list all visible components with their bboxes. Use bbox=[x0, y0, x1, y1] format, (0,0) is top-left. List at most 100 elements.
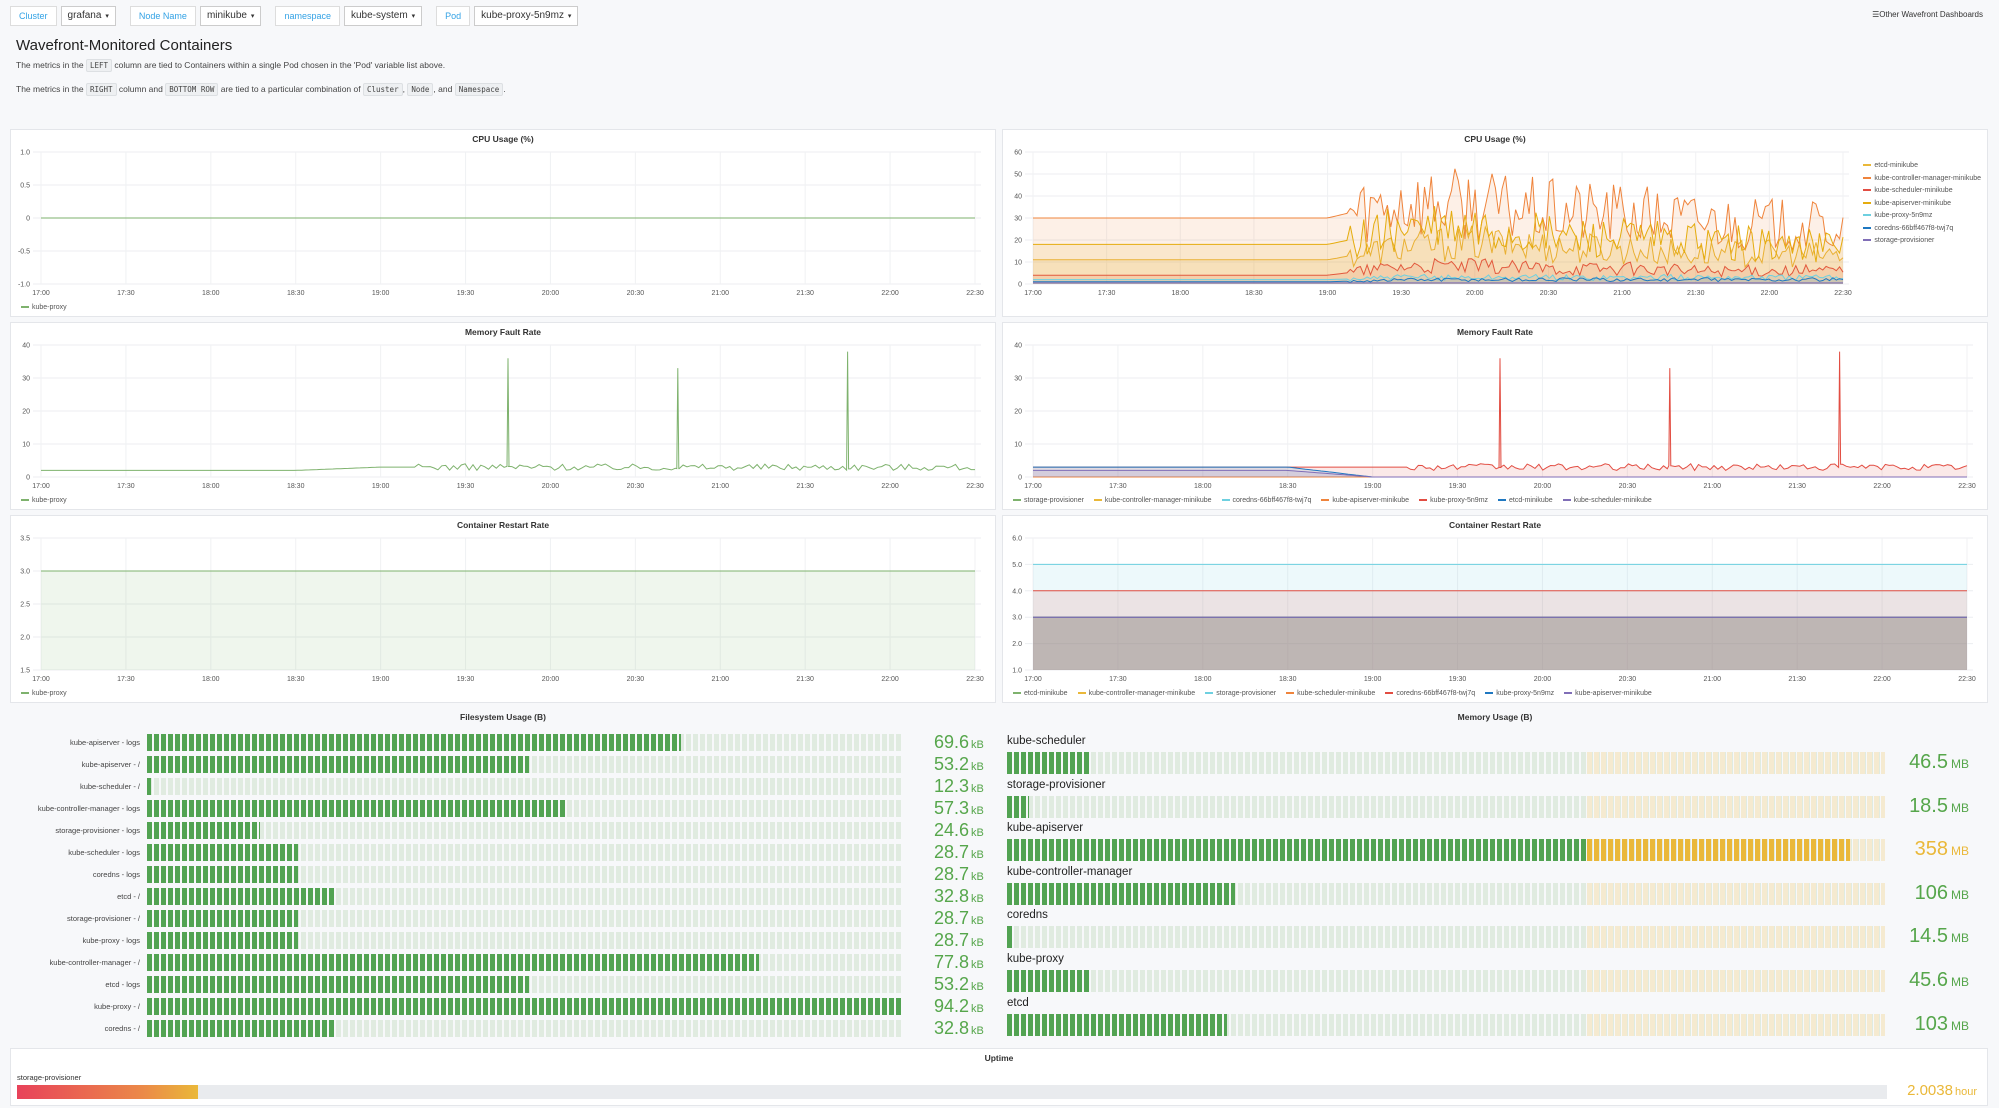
memory-bar-fill-warn bbox=[1587, 839, 1850, 862]
memory-row: kube-controller-manager 106 MB bbox=[1007, 866, 1981, 906]
x-tick-label: 18:30 bbox=[1245, 290, 1263, 297]
legend-item[interactable]: storage-provisioner bbox=[1205, 690, 1276, 697]
legend-item[interactable]: kube-controller-manager-minikube bbox=[1077, 690, 1196, 697]
legend-item[interactable]: etcd-minikube bbox=[1013, 690, 1068, 697]
legend-swatch bbox=[1863, 201, 1872, 204]
intro-text: , bbox=[402, 84, 405, 94]
legend-item[interactable]: storage-provisioner bbox=[1013, 497, 1084, 504]
legend-swatch bbox=[1863, 239, 1872, 242]
y-tick-label: 30 bbox=[22, 376, 30, 383]
filesystem-bar-track bbox=[147, 888, 903, 905]
panel-title: Container Restart Rate bbox=[1448, 520, 1542, 530]
namespace-var-select[interactable]: kube-system ▾ bbox=[343, 6, 423, 26]
series-area bbox=[1033, 617, 1967, 670]
chart-legend: etcd-minikube kube-controller-manager-min… bbox=[1013, 690, 1662, 697]
memory-value: 14.5 MB bbox=[1909, 925, 1969, 948]
legend-item[interactable]: kube-scheduler-minikube bbox=[1286, 690, 1375, 697]
intro-code: Node bbox=[407, 83, 434, 96]
legend-item[interactable]: kube-proxy-5n9mz bbox=[1863, 210, 1981, 223]
legend-label: kube-controller-manager-minikube bbox=[1088, 690, 1196, 697]
uptime-label: storage-provisioner bbox=[17, 1073, 82, 1082]
legend-swatch bbox=[1498, 499, 1507, 502]
x-tick-label: 22:30 bbox=[966, 290, 984, 297]
filesystem-row: coredns - / 32.8 kB bbox=[10, 1018, 996, 1038]
legend-item[interactable]: kube-apiserver-minikube bbox=[1321, 497, 1409, 504]
memory-bar-fill bbox=[1007, 1013, 1227, 1036]
memory-usage-panel: Memory Usage (B) bbox=[1002, 708, 1988, 1044]
pod-var-select[interactable]: kube-proxy-5n9mz ▾ bbox=[474, 6, 579, 26]
legend-item[interactable]: storage-provisioner bbox=[1863, 235, 1981, 248]
y-tick-label: 2.0 bbox=[20, 635, 30, 642]
restart-rate-right-panel: Container Restart Rate 6.0 5.0 4.0 3.0 2.0 1.… bbox=[1002, 515, 1988, 703]
legend-item[interactable]: etcd-minikube bbox=[1498, 497, 1553, 504]
chart-legend: kube-proxy bbox=[21, 690, 77, 697]
legend-item[interactable]: kube-controller-manager-minikube bbox=[1863, 173, 1981, 186]
memory-value-unit: MB bbox=[1951, 1018, 1969, 1033]
legend-label: etcd-minikube bbox=[1509, 497, 1553, 504]
filesystem-row: kube-scheduler - logs 28.7 kB bbox=[10, 842, 996, 862]
legend-item[interactable]: kube-apiserver-minikube bbox=[1863, 198, 1981, 211]
legend-swatch bbox=[21, 306, 29, 309]
filesystem-bar-track bbox=[147, 954, 903, 971]
filesystem-row-label: kube-controller-manager - logs bbox=[37, 804, 140, 813]
x-tick-label: 18:00 bbox=[202, 483, 220, 490]
filesystem-row: kube-proxy - logs 28.7 kB bbox=[10, 930, 996, 950]
pod-var-label: Pod bbox=[436, 6, 471, 26]
x-tick-label: 21:00 bbox=[712, 483, 730, 490]
legend-item[interactable]: kube-scheduler-minikube bbox=[1863, 185, 1981, 198]
legend-label: kube-controller-manager-minikube bbox=[1104, 497, 1212, 504]
memory-value-unit: MB bbox=[1951, 844, 1969, 859]
x-tick-label: 18:30 bbox=[287, 483, 305, 490]
cluster-var-select[interactable]: grafana ▾ bbox=[60, 6, 116, 26]
memory-value-number: 106 bbox=[1914, 881, 1948, 904]
memory-warn-zone bbox=[1587, 926, 1885, 949]
legend-label: kube-scheduler-minikube bbox=[1573, 497, 1652, 504]
intro-text: are tied to a particular combination of bbox=[220, 84, 361, 94]
memory-row-label: kube-controller-manager bbox=[1007, 865, 1133, 878]
y-tick-label: 3.0 bbox=[20, 569, 30, 576]
legend-item[interactable]: etcd-minikube bbox=[1863, 160, 1981, 173]
legend-swatch bbox=[1419, 499, 1428, 502]
legend-item[interactable]: kube-apiserver-minikube bbox=[1564, 690, 1652, 697]
panel-title: Memory Usage (B) bbox=[1457, 712, 1533, 722]
legend-swatch bbox=[1485, 692, 1494, 695]
series-area bbox=[1033, 467, 1967, 477]
panel-title: Memory Fault Rate bbox=[464, 327, 542, 337]
series-line bbox=[1033, 224, 1844, 269]
other-dashboards-link[interactable]: ☰Other Wavefront Dashboards bbox=[1872, 10, 1983, 19]
legend-item[interactable]: kube-proxy bbox=[21, 304, 67, 311]
y-tick-label: 1.5 bbox=[20, 668, 30, 675]
x-tick-label: 22:30 bbox=[1958, 676, 1976, 683]
legend-label: kube-proxy-5n9mz bbox=[1496, 690, 1555, 697]
legend-item[interactable]: coredns-66bff467f8-twj7q bbox=[1221, 497, 1311, 504]
filesystem-value-number: 24.6 bbox=[934, 820, 970, 840]
filesystem-bar-track bbox=[147, 976, 903, 993]
x-tick-label: 21:30 bbox=[1687, 290, 1705, 297]
filesystem-bar-fill bbox=[147, 734, 681, 751]
cluster-var-label: Cluster bbox=[10, 6, 57, 26]
legend-item[interactable]: kube-proxy-5n9mz bbox=[1485, 690, 1554, 697]
legend-item[interactable]: coredns-66bff467f8-twj7q bbox=[1385, 690, 1475, 697]
x-tick-label: 19:30 bbox=[457, 290, 475, 297]
legend-item[interactable]: coredns-66bff467f8-twj7q bbox=[1863, 223, 1981, 236]
x-tick-label: 21:00 bbox=[1613, 290, 1631, 297]
legend-item[interactable]: kube-scheduler-minikube bbox=[1562, 497, 1652, 504]
legend-item[interactable]: kube-proxy bbox=[21, 497, 67, 504]
filesystem-bar-track bbox=[147, 756, 903, 773]
filesystem-value-unit: kB bbox=[971, 915, 984, 927]
legend-item[interactable]: kube-controller-manager-minikube bbox=[1093, 497, 1212, 504]
y-tick-label: 40 bbox=[22, 343, 30, 350]
legend-label: kube-proxy bbox=[32, 497, 67, 504]
memory-fault-right-panel: Memory Fault Rate 40 30 20 10 0 17:00 17:30 18:… bbox=[1002, 322, 1988, 510]
legend-item[interactable]: kube-proxy-5n9mz bbox=[1419, 497, 1488, 504]
memory-bar-track bbox=[1007, 882, 1885, 905]
y-tick-label: 3.5 bbox=[20, 536, 30, 543]
node-var-select[interactable]: minikube ▾ bbox=[199, 6, 262, 26]
filesystem-value-unit: kB bbox=[971, 871, 984, 883]
y-tick-label: 1.0 bbox=[1012, 668, 1022, 675]
x-tick-label: 20:00 bbox=[542, 676, 560, 683]
filesystem-bar-fill bbox=[147, 888, 336, 905]
y-tick-label: -1.0 bbox=[18, 282, 30, 289]
legend-swatch bbox=[1321, 499, 1330, 502]
legend-item[interactable]: kube-proxy bbox=[21, 690, 67, 697]
